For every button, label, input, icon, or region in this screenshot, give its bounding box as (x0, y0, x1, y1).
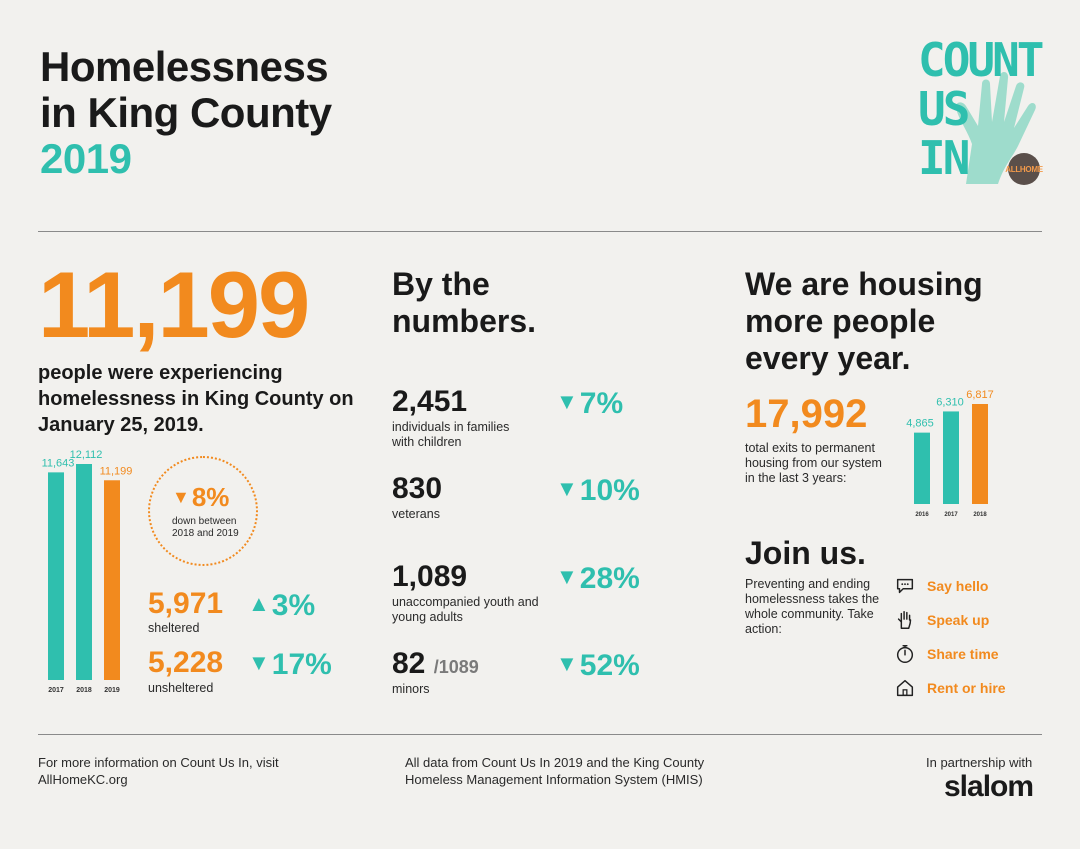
bar-2018 (972, 404, 988, 504)
footer-info: For more information on Count Us In, vis… (38, 755, 279, 787)
bar-2019 (104, 480, 120, 680)
minors-change: ▼52% (556, 649, 640, 682)
veterans-label: veterans (392, 507, 440, 521)
unsheltered-change: ▼17% (248, 648, 332, 681)
down-arrow-icon: ▼ (556, 476, 578, 501)
speech-bubble-icon (896, 578, 914, 594)
change-circle: ▼8% down between 2018 and 2019 (148, 456, 258, 566)
x-tick-label: 2018 (76, 687, 92, 694)
sheltered-label: sheltered (148, 621, 200, 635)
bar-2017 (943, 411, 959, 504)
unsheltered-value: 5,228 (148, 646, 224, 679)
top-divider (38, 231, 1042, 232)
total-homeless-count: 11,199 (38, 252, 310, 357)
change-text: down between 2018 and 2019 (172, 516, 239, 539)
unsheltered-label: unsheltered (148, 681, 214, 695)
by-numbers-heading: By the numbers. (392, 266, 537, 339)
x-tick-label: 2017 (48, 687, 64, 694)
bar-value-label: 11,643 (42, 457, 75, 469)
join-text: Preventing and ending homelessness takes… (745, 577, 880, 636)
minors-value: 82 /1089 (392, 647, 479, 680)
house-icon (896, 679, 914, 697)
housing-heading: We are housing more people every year. (745, 266, 983, 376)
veterans-value: 830 (392, 472, 443, 505)
change-percent: ▼8% (172, 482, 230, 512)
down-arrow-icon: ▼ (556, 564, 578, 589)
families-label: individuals in families with children (392, 420, 510, 449)
homeless-count-bar-chart: 11,643 2017 12,112 2018 11,199 2019 (42, 449, 133, 694)
share-time-action[interactable]: Share time (894, 643, 999, 665)
housing-total: 17,992 (745, 392, 868, 436)
logo-text: COUNT US IN (918, 33, 1044, 185)
down-arrow-icon: ▼ (172, 487, 190, 507)
headline-description: people were experiencing homelessness in… (38, 362, 354, 436)
x-tick-label: 2019 (104, 687, 120, 694)
bottom-divider (38, 734, 1042, 735)
say-hello-action[interactable]: Say hello (894, 575, 988, 597)
down-arrow-icon: ▼ (556, 651, 578, 676)
housing-text: total exits to permanent housing from ou… (745, 441, 882, 485)
youth-value: 1,089 (392, 560, 468, 593)
minors-suffix: /1089 (433, 657, 479, 677)
down-arrow-icon: ▼ (556, 389, 578, 414)
youth-label: unaccompanied youth and young adults (392, 595, 539, 624)
x-tick-label: 2016 (915, 512, 929, 518)
x-tick-label: 2017 (944, 512, 958, 518)
rent-or-hire-action[interactable]: Rent or hire (894, 677, 1006, 699)
youth-change: ▼28% (556, 562, 640, 595)
hand-icon (955, 72, 1036, 184)
sheltered-value: 5,971 (148, 587, 224, 620)
sheltered-change: ▲3% (248, 589, 316, 622)
bar-2018 (76, 464, 92, 680)
allhome-badge: ALLHOME (1005, 153, 1043, 185)
up-arrow-icon: ▲ (248, 591, 270, 616)
speak-up-label[interactable]: Speak up (927, 612, 990, 628)
veterans-change: ▼10% (556, 474, 640, 507)
title-year: 2019 (40, 135, 132, 182)
raised-hand-icon (897, 611, 912, 629)
families-value: 2,451 (392, 385, 468, 418)
bar-value-label: 6,310 (936, 396, 964, 408)
bar-value-label: 11,199 (100, 465, 133, 477)
bar-value-label: 12,112 (70, 449, 103, 461)
housing-exits-bar-chart: 4,865 2016 6,310 2017 6,817 2018 (906, 389, 994, 518)
footer-partnership: In partnership with (926, 755, 1033, 770)
slalom-logo: slalom (944, 770, 1034, 803)
page-title: Homelessness in King County 2019 (40, 44, 332, 182)
x-tick-label: 2018 (973, 512, 987, 518)
bar-value-label: 4,865 (906, 418, 934, 430)
footer-source: All data from Count Us In 2019 and the K… (405, 755, 705, 787)
title-line-1: Homelessness (40, 43, 329, 90)
minors-label: minors (392, 682, 430, 696)
bar-value-label: 6,817 (966, 389, 994, 401)
speak-up-action[interactable]: Speak up (894, 609, 989, 631)
join-heading: Join us. (745, 535, 866, 571)
bar-2017 (48, 472, 64, 680)
say-hello-label[interactable]: Say hello (927, 578, 989, 594)
count-us-in-logo: COUNT US IN ALLHOME (918, 36, 1044, 186)
title-line-2: in King County (40, 89, 332, 136)
rent-or-hire-label[interactable]: Rent or hire (927, 680, 1006, 696)
families-change: ▼7% (556, 387, 624, 420)
stopwatch-icon (896, 645, 914, 663)
share-time-label[interactable]: Share time (927, 646, 999, 662)
down-arrow-icon: ▼ (248, 650, 270, 675)
bar-2016 (914, 432, 930, 504)
